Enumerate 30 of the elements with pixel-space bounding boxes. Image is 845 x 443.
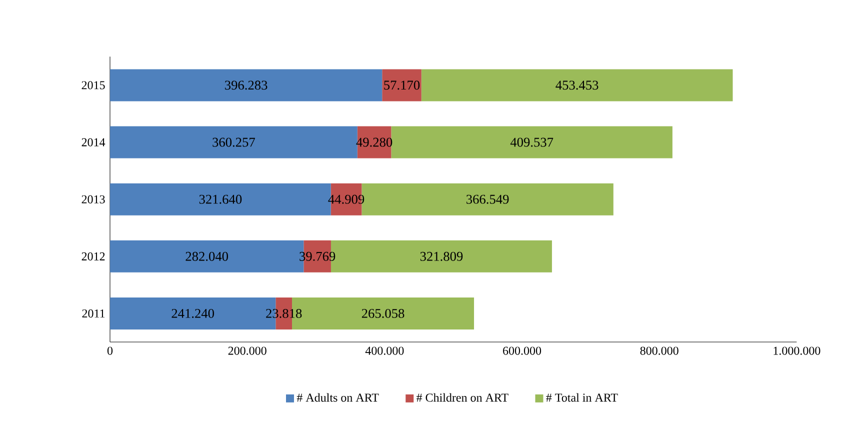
data-label: 360.257 — [212, 138, 255, 147]
data-label: 57.170 — [384, 80, 420, 90]
legend-label: # Total in ART — [546, 393, 618, 402]
x-tick-label: 1.000.000 — [774, 346, 820, 355]
data-label: 241.240 — [172, 308, 214, 318]
x-tick-label: 800.000 — [640, 346, 678, 355]
data-label: 321.809 — [420, 252, 463, 261]
y-tick-label: 2014 — [82, 138, 106, 146]
y-tick-label: 2011 — [82, 309, 105, 318]
y-tick-label: 2012 — [82, 252, 105, 260]
bar — [110, 126, 358, 158]
bar — [421, 69, 733, 102]
data-label: 409.537 — [510, 138, 554, 147]
data-label: 396.283 — [225, 80, 268, 90]
bar — [391, 126, 672, 158]
data-label: 282.040 — [186, 252, 228, 261]
x-tick-label: 400.000 — [365, 346, 404, 355]
x-tick-label: 600.000 — [503, 346, 542, 355]
y-tick-label: 2013 — [82, 195, 105, 204]
data-label: 453.453 — [556, 80, 598, 90]
bar — [110, 69, 382, 102]
data-label: 321.640 — [199, 194, 242, 204]
x-tick-label: 0 — [107, 346, 113, 355]
x-tick-label: 200.000 — [228, 346, 266, 355]
bar — [382, 69, 422, 102]
legend-label: # Adults on ART — [296, 393, 379, 402]
y-tick-label: 2015 — [82, 81, 105, 90]
data-label: 265.058 — [362, 308, 404, 318]
data-label: 366.549 — [466, 194, 509, 204]
legend-label: # Children on ART — [416, 393, 508, 402]
